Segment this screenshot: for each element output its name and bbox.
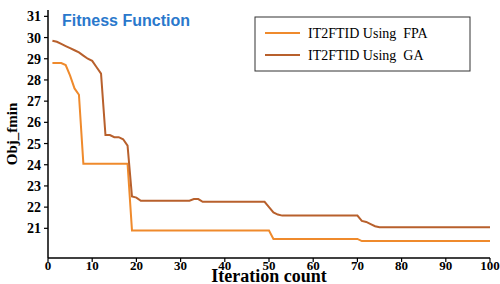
y-tick-label: 27 [27,94,41,109]
y-tick-label: 29 [27,52,41,67]
y-axis-line [47,10,49,258]
x-axis-label: Iteration count [211,266,327,284]
series-line [52,63,490,241]
x-tick-label: 0 [45,258,52,273]
x-tick-label: 70 [351,258,364,273]
x-tick-label: 10 [86,258,99,273]
y-axis-label: Obj_fmin [4,102,20,165]
legend-box [255,17,470,71]
y-tick-label: 25 [27,137,41,152]
y-tick-label: 26 [27,115,41,130]
legend-label: IT2FTID Using FPA [308,26,429,41]
chart-container: 2122232425262728293031010203040506070809… [0,0,500,284]
x-tick-label: 80 [395,258,408,273]
y-tick-label: 30 [27,31,41,46]
y-tick [44,101,48,102]
y-tick-label: 22 [27,200,41,215]
legend-label: IT2FTID Using GA [308,48,424,63]
y-tick-label: 28 [27,73,41,88]
y-tick [44,228,48,229]
y-tick-label: 24 [27,158,41,173]
y-tick-label: 21 [27,221,41,236]
y-tick [44,185,48,186]
y-tick-label: 23 [27,179,41,194]
legend-swatch [265,54,300,56]
x-tick-label: 100 [480,258,500,273]
chart-svg: 2122232425262728293031010203040506070809… [0,0,500,284]
x-tick-label: 30 [174,258,187,273]
y-tick [44,58,48,59]
x-tick-label: 90 [439,258,452,273]
y-tick [44,16,48,17]
y-tick-label: 31 [27,9,41,24]
y-tick [44,122,48,123]
y-tick [44,207,48,208]
y-tick [44,164,48,165]
y-tick [44,37,48,38]
y-tick [44,143,48,144]
legend-swatch [265,32,300,34]
chart-title: Fitness Function [62,12,190,29]
y-tick [44,79,48,80]
x-tick-label: 20 [130,258,143,273]
